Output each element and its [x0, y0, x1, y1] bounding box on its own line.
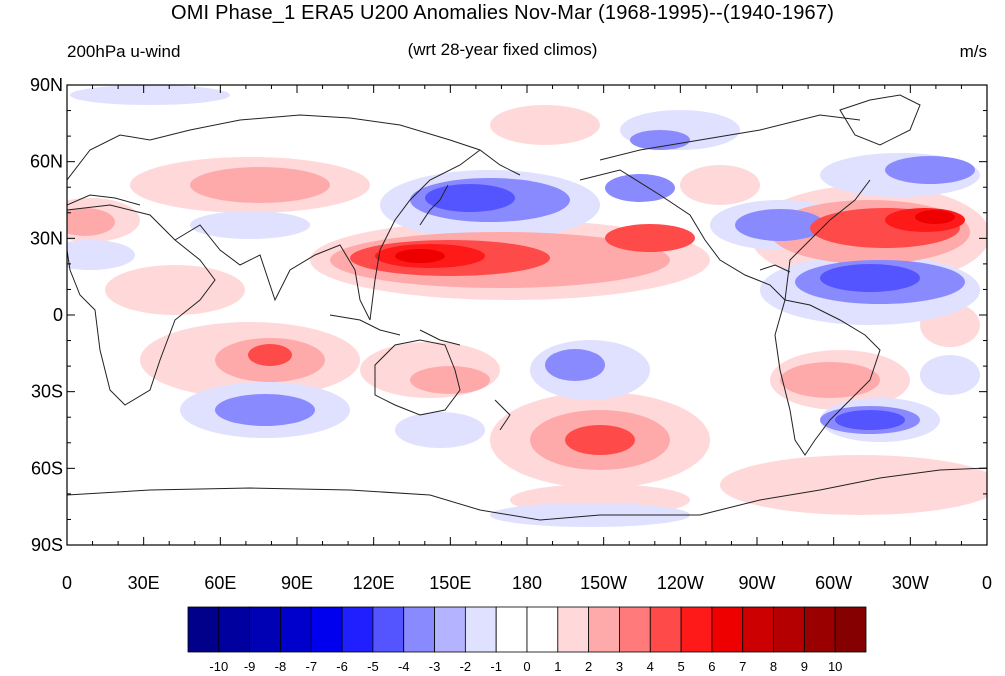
variable-label: 200hPa u-wind — [67, 42, 181, 61]
colorbar-label: -7 — [305, 659, 317, 674]
colorbar-box — [403, 606, 435, 653]
lon-tick-label: 60E — [204, 573, 236, 593]
lon-tick-label: 30W — [892, 573, 929, 593]
colorbar-label: 6 — [708, 659, 715, 674]
colorbar-box — [187, 606, 220, 653]
lon-tick-label: 30E — [128, 573, 160, 593]
colorbar-label: 10 — [828, 659, 842, 674]
lat-tick-label: 60S — [31, 458, 63, 478]
lon-tick-label: 150E — [429, 573, 471, 593]
colorbar-label: -5 — [367, 659, 379, 674]
lat-tick-label: 0 — [53, 305, 63, 325]
colorbar-box — [619, 606, 651, 653]
colorbar-label: -6 — [336, 659, 348, 674]
colorbar-label: -9 — [244, 659, 256, 674]
colorbar-box — [680, 606, 713, 653]
colorbar-label: 7 — [739, 659, 746, 674]
lon-tick-label: 120E — [353, 573, 395, 593]
lat-tick-label: 30S — [31, 382, 63, 402]
colorbar-label: 8 — [770, 659, 777, 674]
colorbar-box — [464, 606, 497, 653]
latitude-axis: 90N 60N 30N 0 30S 60S 90S — [30, 75, 987, 555]
colorbar-label: -1 — [490, 659, 502, 674]
units-label: m/s — [959, 42, 987, 61]
colorbar-box — [218, 606, 251, 653]
colorbar-label: -3 — [429, 659, 441, 674]
colorbar-box — [557, 606, 590, 653]
lat-tick-label: 60N — [30, 152, 63, 172]
colorbar-label: -2 — [460, 659, 472, 674]
colorbar-box — [834, 606, 867, 653]
colorbar-label: -4 — [398, 659, 410, 674]
longitude-axis: 0 30E 60E 90E 120E 150E 180 150W 120W 90W 60W 30W 0 — [62, 85, 992, 593]
colorbar-box — [495, 606, 528, 653]
colorbar-box — [773, 606, 805, 653]
colorbar-box — [588, 606, 620, 653]
lat-tick-label: 30N — [30, 228, 63, 248]
lon-tick-label: 60W — [815, 573, 852, 593]
climatology-note: (wrt 28-year fixed climos) — [407, 40, 598, 59]
coastlines — [67, 94, 987, 521]
colorbar-box — [372, 606, 405, 653]
colorbar-box — [803, 606, 836, 653]
lon-tick-label: 90W — [738, 573, 775, 593]
lon-tick-label: 150W — [580, 573, 627, 593]
lon-tick-label: 120W — [657, 573, 704, 593]
lon-tick-label: 90E — [281, 573, 313, 593]
lon-tick-label: 0 — [982, 573, 992, 593]
colorbar-box — [526, 606, 559, 653]
colorbar-label: 9 — [801, 659, 808, 674]
colorbar: -10 -9 -8 -7 -6 -5 -4 -3 -2 -1 0 1 2 3 4 5 6 7 8 9 10 — [187, 606, 867, 674]
colorbar-label: 2 — [585, 659, 592, 674]
colorbar-box — [711, 606, 744, 653]
colorbar-box — [249, 606, 281, 653]
colorbar-box — [434, 606, 466, 653]
colorbar-label: 5 — [677, 659, 684, 674]
colorbar-label: -10 — [209, 659, 228, 674]
lon-tick-label: 180 — [512, 573, 542, 593]
lon-tick-label: 0 — [62, 573, 72, 593]
plot-title: OMI Phase_1 ERA5 U200 Anomalies Nov-Mar … — [170, 2, 835, 24]
colorbar-box — [341, 606, 374, 653]
lat-tick-label: 90S — [31, 535, 63, 555]
colorbar-box — [742, 606, 774, 653]
colorbar-box — [310, 606, 343, 653]
colorbar-box — [280, 606, 312, 653]
colorbar-label: 1 — [554, 659, 561, 674]
colorbar-label: -8 — [275, 659, 287, 674]
anomaly-field — [67, 85, 987, 527]
colorbar-label: 0 — [523, 659, 530, 674]
colorbar-label: 4 — [647, 659, 654, 674]
colorbar-label: 3 — [616, 659, 623, 674]
lat-tick-label: 90N — [30, 75, 63, 95]
colorbar-box — [649, 606, 682, 653]
